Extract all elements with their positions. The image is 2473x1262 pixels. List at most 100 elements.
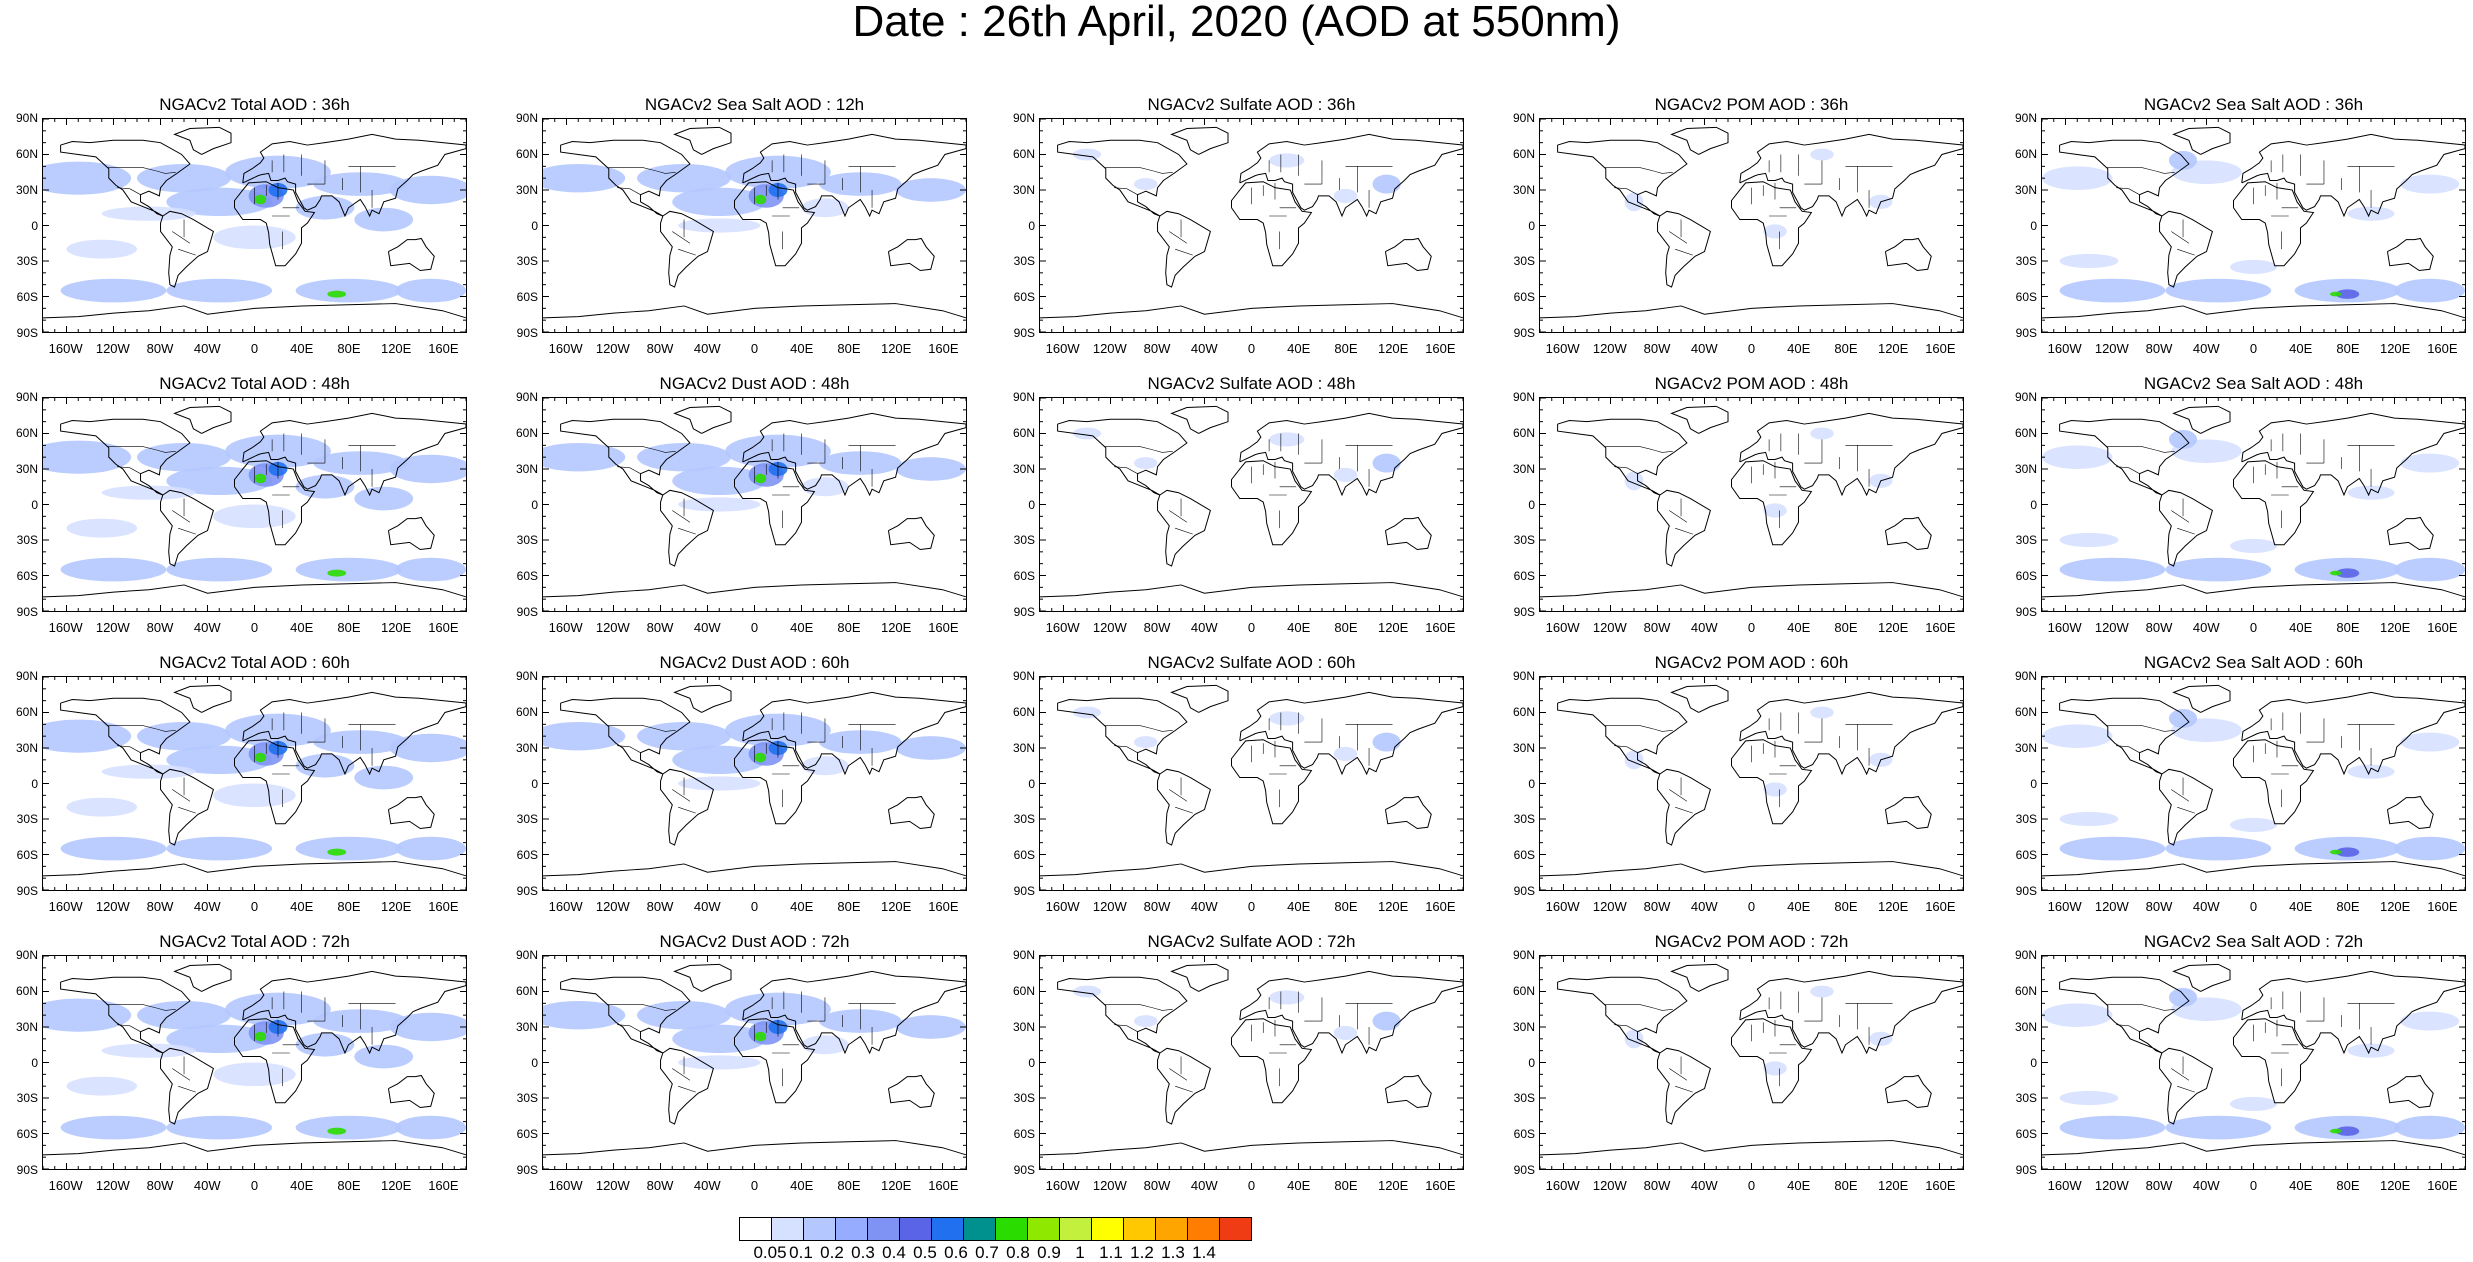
- lon-tick-label: 40W: [182, 900, 232, 913]
- coastline: [175, 406, 231, 433]
- colorbar-swatch: [963, 1217, 995, 1241]
- lon-tick-label: 160W: [2040, 1179, 2090, 1192]
- lon-tick-label: 120W: [1085, 1179, 1135, 1192]
- aod-region: [2395, 558, 2466, 582]
- colorbar-swatch: [803, 1217, 835, 1241]
- lon-tick-label: 80W: [135, 621, 185, 634]
- coastline: [175, 964, 231, 991]
- lat-tick-label: 60N: [1505, 427, 1535, 439]
- lat-tick-label: 30S: [1505, 534, 1535, 546]
- lon-tick-label: 160W: [541, 342, 591, 355]
- coastline: [1885, 517, 1931, 549]
- aod-region: [1810, 707, 1834, 719]
- lon-tick-label: 160E: [1415, 1179, 1465, 1192]
- coastline: [2160, 211, 2213, 287]
- panel-title: NGACv2 Dust AOD : 72h: [535, 933, 975, 950]
- lat-tick-label: 60N: [8, 706, 38, 718]
- aod-region: [678, 497, 760, 511]
- lon-tick-label: 160E: [1415, 900, 1465, 913]
- lon-tick-label: 40E: [777, 621, 827, 634]
- lon-tick-label: 160W: [541, 900, 591, 913]
- aod-region: [67, 519, 138, 538]
- coastline: [1240, 134, 1463, 216]
- country-border: [1169, 1068, 1187, 1080]
- coastline: [175, 127, 231, 154]
- coastline: [1172, 964, 1228, 991]
- country-border: [1105, 447, 1173, 453]
- aod-region: [1269, 153, 1304, 167]
- panel-title: NGACv2 Sea Salt AOD : 60h: [2034, 654, 2473, 671]
- lat-tick-label: 30N: [1505, 742, 1535, 754]
- lat-tick-label: 90S: [8, 606, 38, 618]
- lon-tick-label: 40E: [2276, 900, 2326, 913]
- lat-tick-label: 90S: [1505, 327, 1535, 339]
- lat-tick-label: 90S: [1005, 327, 1035, 339]
- lat-tick-label: 30N: [1505, 463, 1535, 475]
- lon-tick-label: 0: [1227, 342, 1277, 355]
- lon-tick-label: 120W: [88, 900, 138, 913]
- lat-tick-label: 90S: [2007, 885, 2037, 897]
- aod-region: [2060, 837, 2166, 861]
- aod-region: [2330, 571, 2342, 576]
- lon-tick-label: 40W: [1679, 621, 1729, 634]
- lon-tick-label: 80E: [324, 900, 374, 913]
- lat-tick-label: 90N: [508, 949, 538, 961]
- lon-tick-label: 80E: [2323, 342, 2373, 355]
- coastlines: [1040, 406, 1463, 597]
- aod-region: [2330, 850, 2342, 855]
- lon-tick-label: 120W: [1085, 342, 1135, 355]
- coastline: [2042, 862, 2465, 876]
- aod-region: [67, 798, 138, 817]
- lat-tick-label: 0: [8, 499, 38, 511]
- aod-region: [543, 443, 625, 471]
- lat-tick-label: 90S: [8, 327, 38, 339]
- aod-region: [213, 505, 295, 529]
- lon-tick-label: 80E: [1821, 342, 1871, 355]
- coastline: [1172, 406, 1228, 433]
- world-map: [43, 677, 466, 890]
- lat-tick-label: 60S: [2007, 849, 2037, 861]
- lon-tick-label: 160E: [2417, 342, 2467, 355]
- aod-region: [755, 1032, 767, 1041]
- coastline: [1658, 490, 1711, 566]
- aod-region: [1373, 175, 1401, 194]
- coastline: [2174, 685, 2230, 712]
- lat-tick-label: 60N: [2007, 427, 2037, 439]
- country-border: [1175, 807, 1193, 813]
- lat-tick-label: 60S: [1005, 1128, 1035, 1140]
- lon-tick-label: 160W: [1038, 342, 1088, 355]
- coastline: [161, 211, 214, 287]
- aod-region: [1763, 224, 1787, 238]
- lon-tick-label: 120E: [371, 1179, 421, 1192]
- panel-title: NGACv2 POM AOD : 72h: [1532, 933, 1972, 950]
- lat-tick-label: 30N: [1005, 463, 1035, 475]
- lon-tick-label: 40E: [277, 621, 327, 634]
- lon-tick-label: 40W: [2181, 342, 2231, 355]
- coastline: [888, 1075, 934, 1107]
- aod-region: [2060, 533, 2119, 547]
- lon-tick-label: 80E: [2323, 900, 2373, 913]
- aod-region: [354, 208, 413, 232]
- coastline: [2042, 304, 2465, 318]
- lon-tick-label: 120W: [2087, 621, 2137, 634]
- coastline: [161, 769, 214, 845]
- aerosol-field: [2042, 430, 2465, 581]
- coastline: [1231, 461, 1311, 545]
- lat-tick-label: 60S: [2007, 291, 2037, 303]
- lat-tick-label: 0: [2007, 778, 2037, 790]
- lat-tick-label: 60N: [1505, 706, 1535, 718]
- coastline: [2042, 1141, 2465, 1155]
- aerosol-field: [2042, 988, 2465, 1139]
- lat-tick-label: 30N: [1505, 1021, 1535, 1033]
- aod-region: [1810, 149, 1834, 161]
- lon-tick-label: 40W: [682, 621, 732, 634]
- country-border: [1169, 231, 1187, 243]
- coastline: [2233, 1019, 2313, 1103]
- lat-tick-label: 60N: [8, 985, 38, 997]
- lat-tick-label: 90S: [2007, 1164, 2037, 1176]
- coastline: [2387, 517, 2433, 549]
- lat-tick-label: 90S: [1505, 1164, 1535, 1176]
- lon-tick-label: 40W: [1179, 1179, 1229, 1192]
- colorbar-swatch: [1155, 1217, 1187, 1241]
- lon-tick-label: 0: [730, 900, 780, 913]
